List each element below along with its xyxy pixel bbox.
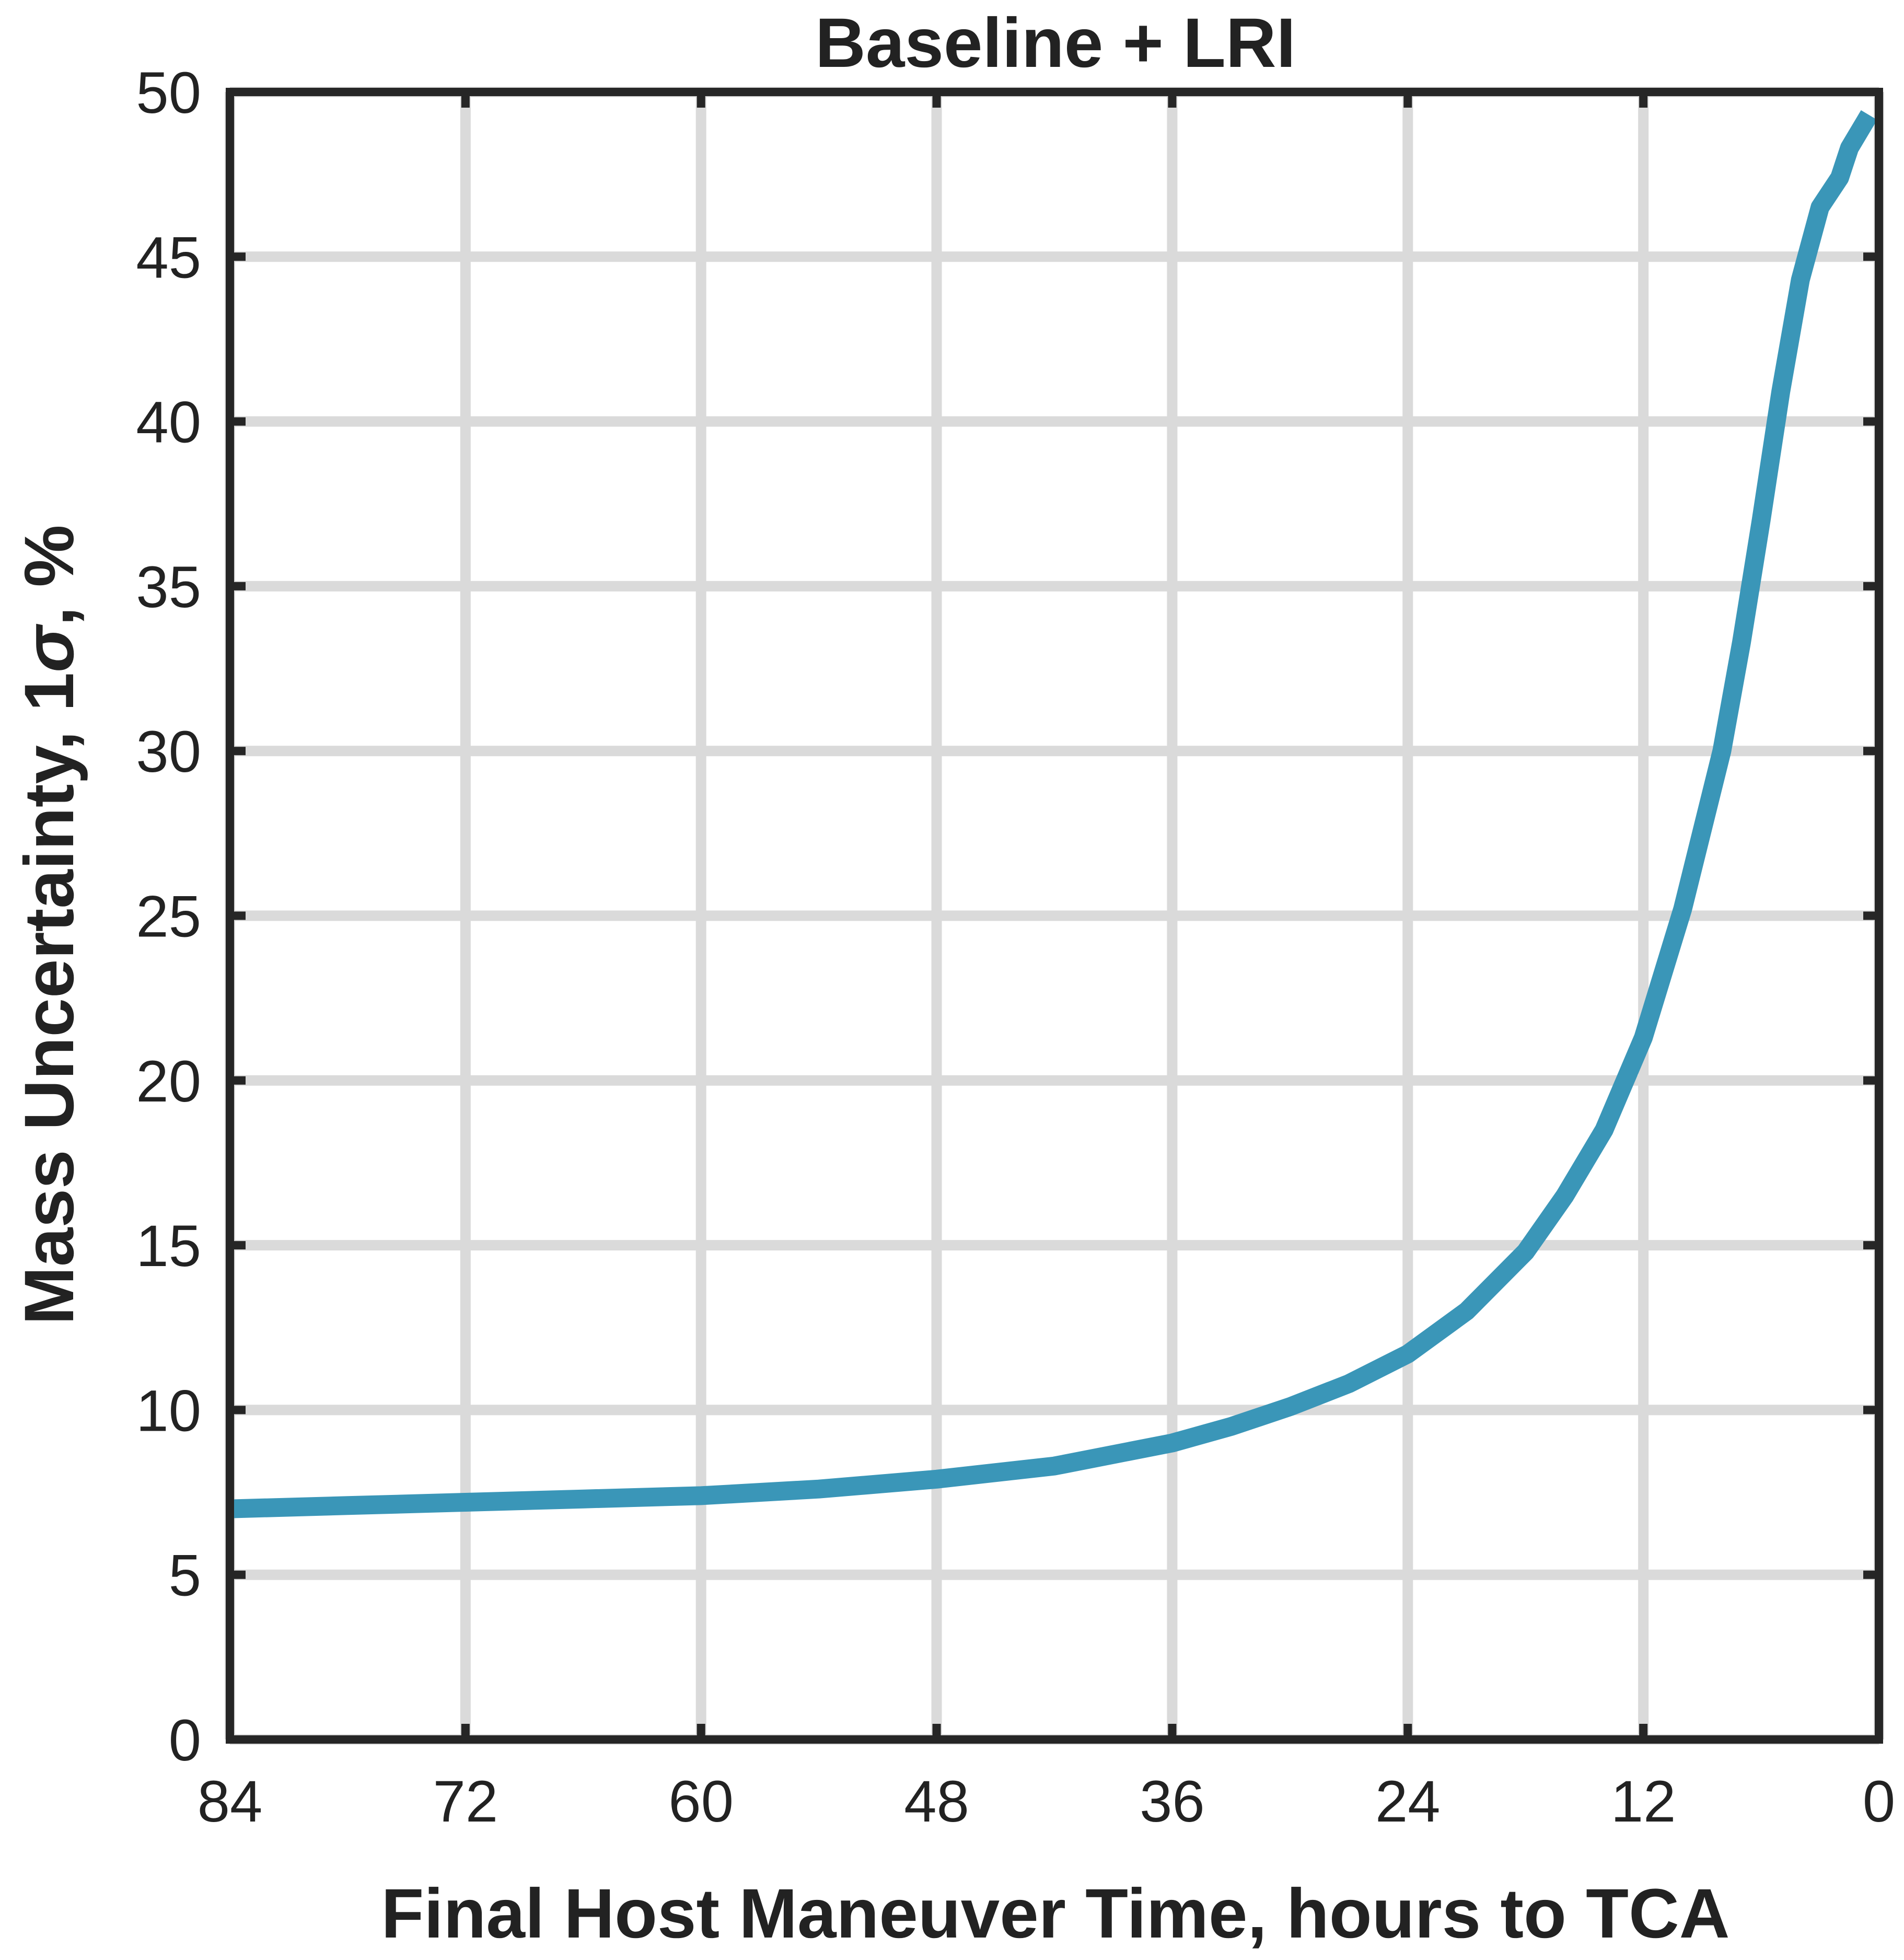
- grid-lines: [225, 87, 1884, 1745]
- y-tick-label: 50: [136, 60, 201, 125]
- y-axis-label-part-3: , %: [10, 525, 88, 626]
- chart-title: Baseline + LRI: [815, 4, 1296, 82]
- y-tick-label: 20: [136, 1049, 201, 1114]
- x-tick-label: 48: [904, 1769, 969, 1834]
- x-tick-label: 36: [1140, 1769, 1205, 1834]
- y-tick-label: 30: [136, 719, 201, 784]
- tick-marks: [226, 88, 1883, 1744]
- y-tick-label: 10: [136, 1378, 201, 1443]
- series-line: [229, 110, 1877, 1518]
- y-tick-label: 45: [136, 225, 201, 290]
- y-tick-label: 25: [136, 884, 201, 949]
- y-tick-label: 5: [169, 1543, 201, 1608]
- y-axis-label: Mass Uncertainty, 1σ, %: [10, 525, 88, 1325]
- x-tick-label: 60: [668, 1769, 734, 1834]
- x-tick-label: 0: [1863, 1769, 1895, 1834]
- y-axis-label-part-1: Mass Uncertainty, 1: [10, 672, 88, 1325]
- x-tick-label: 72: [433, 1769, 498, 1834]
- y-axis-label-sigma: σ: [10, 623, 88, 672]
- x-tick-label: 24: [1375, 1769, 1441, 1834]
- y-tick-label: 0: [169, 1708, 201, 1773]
- y-tick-labels: 0 5 10 15 20 25 30 35 40 45 50: [136, 60, 201, 1773]
- x-tick-label: 12: [1611, 1769, 1676, 1834]
- x-axis-label: Final Host Maneuver Time, hours to TCA: [381, 1875, 1729, 1953]
- y-tick-label: 15: [136, 1213, 201, 1279]
- x-tick-labels: 84 72 60 48 36 24 12 0: [198, 1769, 1895, 1834]
- series-layer: [229, 110, 1877, 1518]
- y-tick-label: 35: [136, 554, 201, 620]
- x-tick-label: 84: [198, 1769, 263, 1834]
- y-tick-label: 40: [136, 390, 201, 455]
